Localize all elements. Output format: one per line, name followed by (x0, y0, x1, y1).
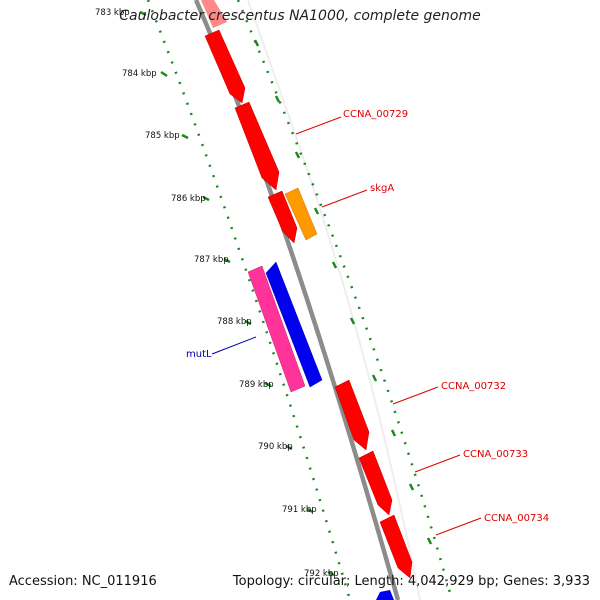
inner-dotted-track (146, 0, 352, 600)
label-leaders (211, 116, 482, 536)
gene-blue-bottom (376, 590, 394, 600)
genome-summary-text: Topology: circular; Length: 4,042,929 bp… (232, 574, 590, 589)
tick-label-785: 785 kbp (145, 131, 180, 141)
gene-arrows (201, 0, 413, 600)
tick-label-787: 787 kbp (194, 255, 229, 265)
gene-ccna-00729 (234, 101, 280, 191)
label-skgA: skgA (370, 183, 394, 194)
gene-labels: CCNA_00729 skgA mutL CCNA_00732 CCNA_007… (186, 109, 549, 524)
gene-blue (265, 261, 323, 388)
gene-ccna-00734 (379, 514, 413, 579)
gene-faint-top (201, 0, 227, 28)
gene-ccna-00733 (358, 450, 393, 516)
label-ccna-00729: CCNA_00729 (343, 109, 408, 120)
outer-ring-line (247, 0, 421, 600)
tick-label-786: 786 kbp (171, 194, 206, 204)
accession-text: Accession: NC_011916 (9, 574, 157, 589)
tick-label-783: 783 kbp (95, 8, 130, 18)
label-ccna-00732: CCNA_00732 (441, 381, 506, 392)
tick-label-791: 791 kbp (282, 505, 317, 515)
outer-track-dashes (253, 39, 433, 545)
tick-label-790: 790 kbp (258, 442, 293, 452)
gene-mutL (247, 265, 306, 393)
tick-label-792: 792 kbp (304, 569, 339, 579)
tick-label-784: 784 kbp (122, 69, 157, 79)
tick-label-789: 789 kbp (239, 380, 274, 390)
gene-skgA (284, 187, 318, 241)
inner-track-dashes (139, 10, 335, 577)
gene-red-1 (204, 29, 246, 104)
tick-labels: 783 kbp 784 kbp 785 kbp 786 kbp 787 kbp … (95, 8, 339, 579)
label-ccna-00734: CCNA_00734 (484, 513, 549, 524)
map-title: Caulobacter crescentus NA1000, complete … (119, 8, 481, 24)
gene-red-small (267, 190, 298, 244)
label-mutL: mutL (186, 349, 212, 360)
tick-label-788: 788 kbp (217, 317, 252, 327)
gene-ccna-00732 (334, 379, 370, 451)
label-ccna-00733: CCNA_00733 (463, 449, 528, 460)
